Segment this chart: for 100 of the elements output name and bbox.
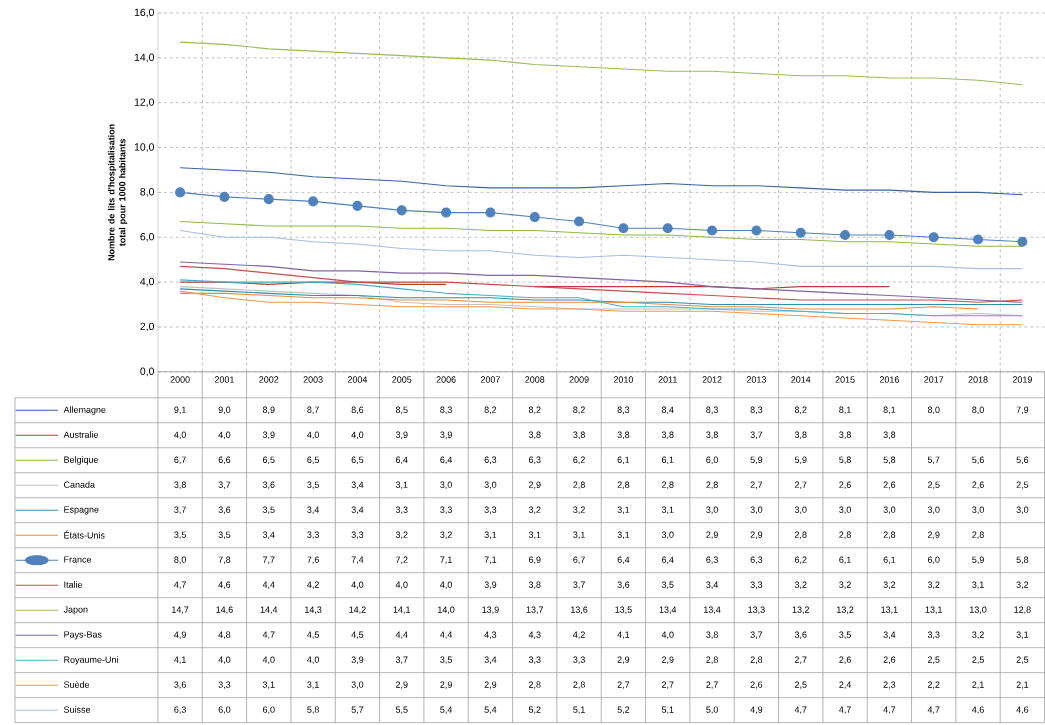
data-label: 3,3 (307, 531, 319, 540)
data-label: 4,2 (573, 631, 585, 640)
data-label: 3,8 (706, 431, 718, 440)
x-tick-label: 2014 (791, 376, 811, 383)
y-tick-label: 10,0 (134, 143, 154, 153)
data-label: 2,2 (927, 681, 940, 690)
data-label: 4,0 (440, 581, 452, 590)
data-label: 4,3 (484, 631, 497, 640)
data-label: 6,0 (262, 706, 275, 715)
data-label: 8,1 (883, 406, 896, 415)
point (928, 232, 939, 243)
data-label: 3,8 (528, 431, 541, 440)
data-label: 13,2 (792, 606, 809, 615)
legend-label: Canada (64, 481, 95, 489)
data-label: 3,2 (972, 631, 984, 640)
point (795, 227, 806, 238)
point (574, 216, 585, 227)
legend-label: Royaume-Uni (64, 656, 118, 665)
data-label: 2,8 (750, 656, 763, 665)
data-label: 4,7 (883, 706, 896, 714)
legend-label: Italie (64, 581, 83, 588)
point (884, 230, 895, 241)
data-label: 3,4 (484, 656, 497, 665)
data-label: 14,0 (438, 606, 455, 615)
x-tick-label: 2007 (480, 376, 500, 383)
data-label: 4,0 (351, 431, 364, 440)
data-label: 2,9 (661, 656, 674, 665)
data-label: 14,3 (305, 606, 322, 615)
data-label: 8,2 (484, 406, 497, 415)
data-label: 5,2 (528, 706, 541, 715)
data-label: 5,8 (883, 456, 896, 465)
data-label: 6,3 (174, 706, 186, 715)
data-label: 2,8 (794, 531, 807, 540)
data-label: 8,2 (794, 406, 807, 415)
data-label: 2,7 (794, 656, 807, 665)
data-label: 6,0 (218, 706, 231, 715)
data-label: 5,9 (972, 556, 984, 565)
data-label: 3,8 (174, 481, 186, 490)
data-label: 5,8 (307, 706, 319, 715)
point (485, 207, 496, 218)
y-axis-title: Nombre de lits d'hospitalisation total pour 1000 habitants (107, 124, 128, 261)
data-label: 3,1 (617, 506, 630, 515)
data-label: 8,2 (528, 406, 541, 415)
data-label: 6,1 (661, 456, 674, 465)
data-label: 4,4 (395, 631, 408, 640)
data-label: 4,0 (661, 631, 674, 640)
data-label: 3,3 (528, 656, 541, 665)
data-label: 3,8 (617, 431, 630, 440)
x-tick-label: 2006 (436, 376, 456, 383)
data-label: 4,0 (395, 581, 408, 590)
data-label: 14,6 (216, 606, 233, 615)
data-label: 3,4 (883, 631, 896, 640)
data-label: 13,1 (925, 606, 942, 615)
x-tick-label: 2015 (835, 376, 855, 383)
data-label: 3,4 (351, 506, 364, 515)
x-tick-label: 2017 (924, 376, 944, 383)
data-label: 3,5 (440, 656, 452, 665)
data-label: 5,5 (395, 706, 408, 714)
data-label: 3,0 (351, 681, 364, 690)
x-tick-label: 2004 (347, 376, 368, 383)
data-label: 2,8 (972, 531, 984, 540)
data-label: 7,2 (395, 556, 408, 565)
data-label: 2,5 (794, 681, 807, 690)
data-label: 7,1 (484, 556, 497, 565)
data-label: 4,7 (839, 706, 851, 714)
data-label: 4,6 (218, 581, 231, 590)
x-tick-label: 2016 (879, 376, 899, 383)
data-label: 3,5 (218, 531, 231, 540)
y-tick-label: 2,0 (140, 322, 155, 332)
data-label: 5,7 (351, 706, 364, 714)
data-label: 4,7 (262, 631, 275, 640)
point (441, 207, 452, 218)
data-label: 3,9 (440, 431, 452, 440)
data-label: 6,6 (218, 456, 231, 465)
data-label: 2,9 (706, 531, 718, 540)
data-label: 2,6 (750, 681, 763, 690)
data-label: 13,9 (482, 606, 499, 615)
data-label: 7,4 (351, 556, 364, 565)
point (1017, 236, 1028, 247)
data-label: 2,6 (839, 656, 851, 665)
data-label: 3,9 (484, 581, 497, 590)
data-label: 13,0 (970, 606, 987, 615)
data-label: 5,8 (839, 456, 851, 465)
data-label: 3,1 (307, 681, 319, 690)
data-label: 14,1 (393, 606, 411, 615)
legend-label: Belgique (64, 456, 99, 465)
data-label: 3,4 (307, 506, 320, 515)
legend-label: États-Unis (64, 530, 105, 539)
point (263, 194, 274, 205)
data-label: 2,9 (617, 656, 630, 665)
data-label: 3,6 (218, 506, 231, 515)
x-tick-label: 2012 (702, 376, 722, 383)
data-label: 3,2 (395, 531, 408, 540)
data-label: 2,1 (1016, 681, 1029, 690)
y-tick-label: 12,0 (134, 98, 154, 108)
data-label: 13,2 (837, 606, 854, 615)
data-label: 2,8 (573, 681, 585, 690)
data-label: 3,1 (484, 531, 497, 540)
data-label: 2,8 (573, 481, 585, 490)
data-label: 3,1 (972, 581, 984, 590)
